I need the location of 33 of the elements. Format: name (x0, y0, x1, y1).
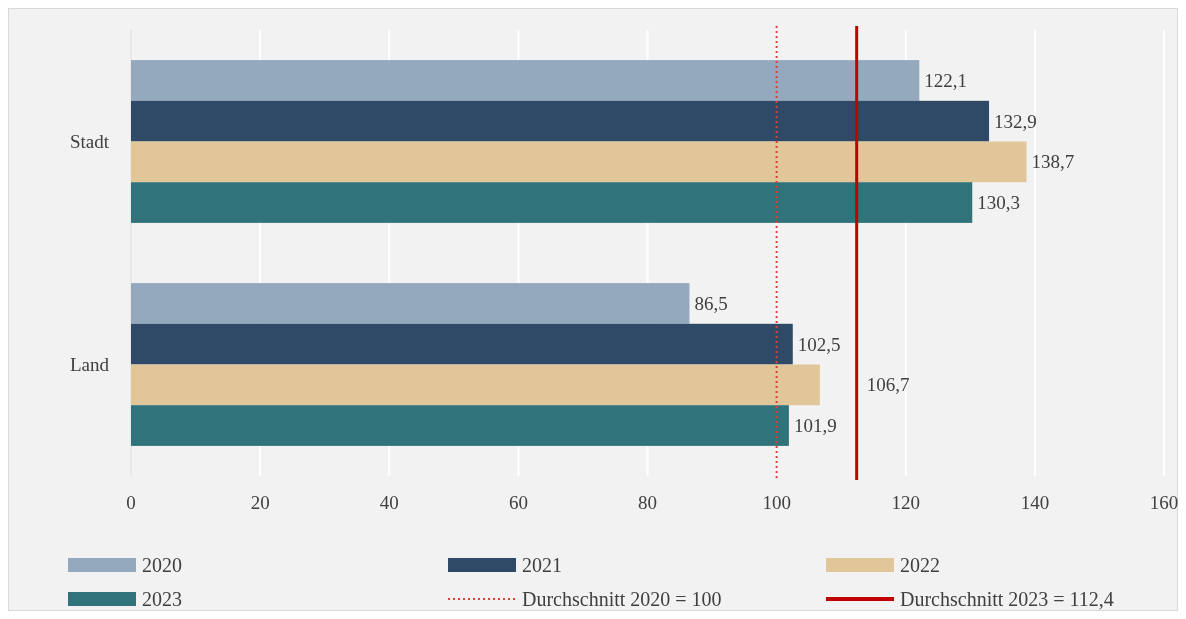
legend-label: 2021 (522, 554, 562, 576)
bar (131, 323, 793, 365)
x-tick-label: 140 (1020, 492, 1050, 513)
legend-label: 2023 (142, 588, 182, 610)
data-label: 138,7 (1031, 151, 1075, 173)
legend-label: Durchschnitt 2023 = 112,4 (900, 588, 1114, 610)
x-tick-label: 160 (1149, 492, 1179, 513)
data-label: 132,9 (994, 110, 1037, 132)
x-tick-label: 80 (638, 492, 657, 513)
bar (131, 283, 690, 324)
bar (131, 141, 1027, 183)
x-tick-label: 0 (126, 492, 136, 513)
legend-label: 2022 (900, 554, 940, 576)
x-tick-label: 20 (250, 492, 270, 513)
data-label: 86,5 (694, 293, 728, 315)
data-label: 101,9 (793, 415, 837, 437)
data-label: 106,7 (866, 374, 910, 396)
data-label: 122,1 (924, 70, 968, 92)
bar (131, 100, 990, 142)
data-label: 130,3 (977, 192, 1020, 214)
x-tick-label: 60 (508, 492, 528, 513)
legend-label: 2020 (142, 554, 182, 576)
x-tick-label: 100 (762, 492, 791, 513)
bar (131, 182, 973, 223)
legend-label: Durchschnitt 2020 = 100 (522, 588, 722, 610)
y-tick-label: Stadt (69, 131, 110, 153)
data-label: 102,5 (797, 333, 841, 355)
x-tick-label: 40 (379, 492, 399, 513)
y-tick-label: Land (69, 354, 110, 376)
bar (131, 60, 920, 101)
bar (131, 364, 820, 406)
bar (131, 405, 789, 446)
x-tick-label: 120 (891, 492, 920, 513)
